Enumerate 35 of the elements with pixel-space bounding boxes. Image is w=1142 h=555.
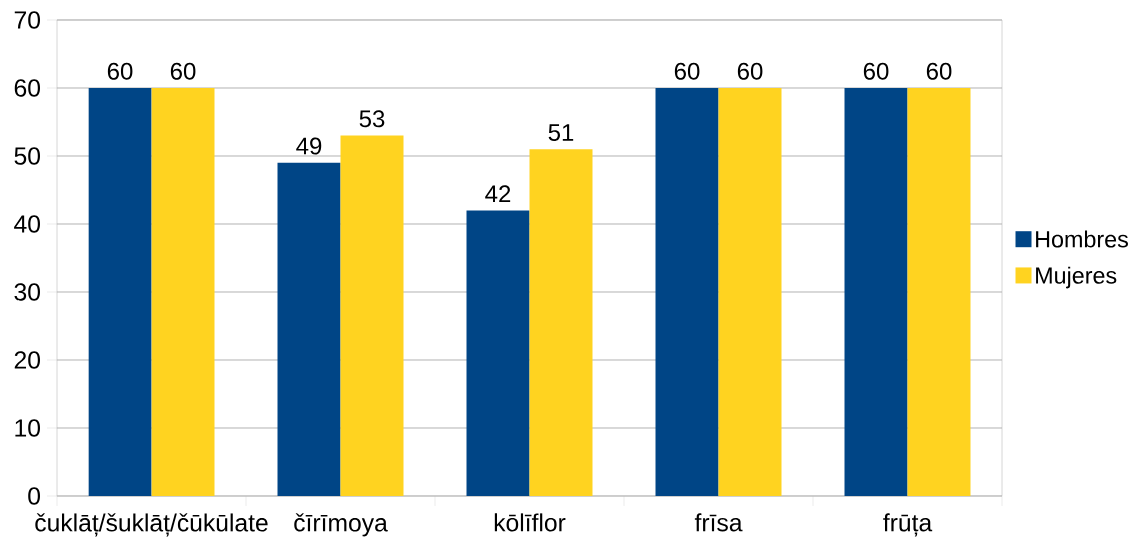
legend-label: Hombres [1036,230,1128,248]
y-tick-label: 50 [14,147,40,165]
data-label: 53 [359,110,385,128]
y-tick-label: 0 [28,487,40,505]
bar [529,149,593,496]
data-label: 42 [485,185,511,203]
bar [844,87,908,496]
y-tick-label: 70 [14,11,40,29]
bar [277,162,341,496]
x-tick-label: čīrīmoya [294,513,388,537]
bar [907,87,971,496]
bar [718,87,782,496]
data-label: 60 [863,62,889,80]
data-label: 49 [296,137,322,155]
data-label: 60 [107,62,133,80]
x-tick-label: frūța [883,513,933,537]
bar [151,87,215,496]
y-tick-label: 20 [14,351,40,369]
data-label: 51 [548,124,574,141]
data-label: 60 [170,62,196,80]
legend-label: Mujeres [1036,266,1117,289]
data-label: 60 [737,62,763,80]
y-tick-label: 10 [15,419,40,437]
x-tick-label: čuklāț/šuklāț/čūkūlate [35,513,268,537]
x-tick-label: frīsa [694,513,743,532]
x-tick-label: kōlīflor [494,513,566,532]
bar [655,87,719,496]
bar [340,135,404,496]
data-label: 60 [674,62,700,80]
y-tick-label: 40 [14,215,40,233]
bar [88,87,152,496]
data-label: 60 [926,62,952,80]
y-tick-label: 60 [14,79,40,97]
y-tick-label: 30 [14,283,40,301]
bar [466,210,530,496]
